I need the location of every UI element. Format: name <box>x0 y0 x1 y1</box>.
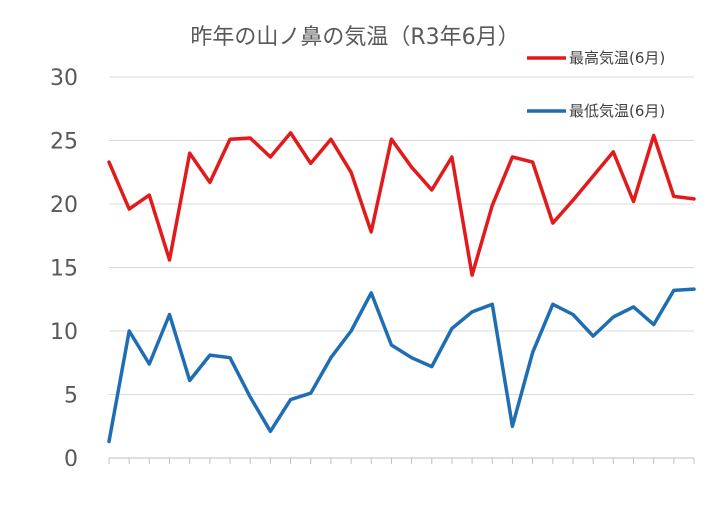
y-tick-label: 30 <box>50 66 78 91</box>
series-line-2 <box>107 287 696 444</box>
y-tick-label: 25 <box>50 130 78 155</box>
legend-label-1: 最高気温(6月) <box>569 49 665 67</box>
legend: 最高気温(6月) 最低気温(6月) <box>527 49 665 120</box>
x-axis <box>108 457 695 464</box>
legend-label-2: 最低気温(6月) <box>569 102 665 120</box>
y-tick-label: 5 <box>64 384 78 409</box>
chart-title: 昨年の山ノ鼻の気温（R3年6月） <box>190 25 519 50</box>
series-lines <box>107 131 696 444</box>
series-line-1 <box>107 131 696 277</box>
y-tick-label: 0 <box>64 447 78 472</box>
y-tick-label: 20 <box>50 193 78 218</box>
y-tick-label: 15 <box>50 257 78 282</box>
gridlines <box>109 76 694 395</box>
y-axis-ticks: 0 5 10 15 20 25 30 <box>50 66 78 472</box>
y-tick-label: 10 <box>50 320 78 345</box>
